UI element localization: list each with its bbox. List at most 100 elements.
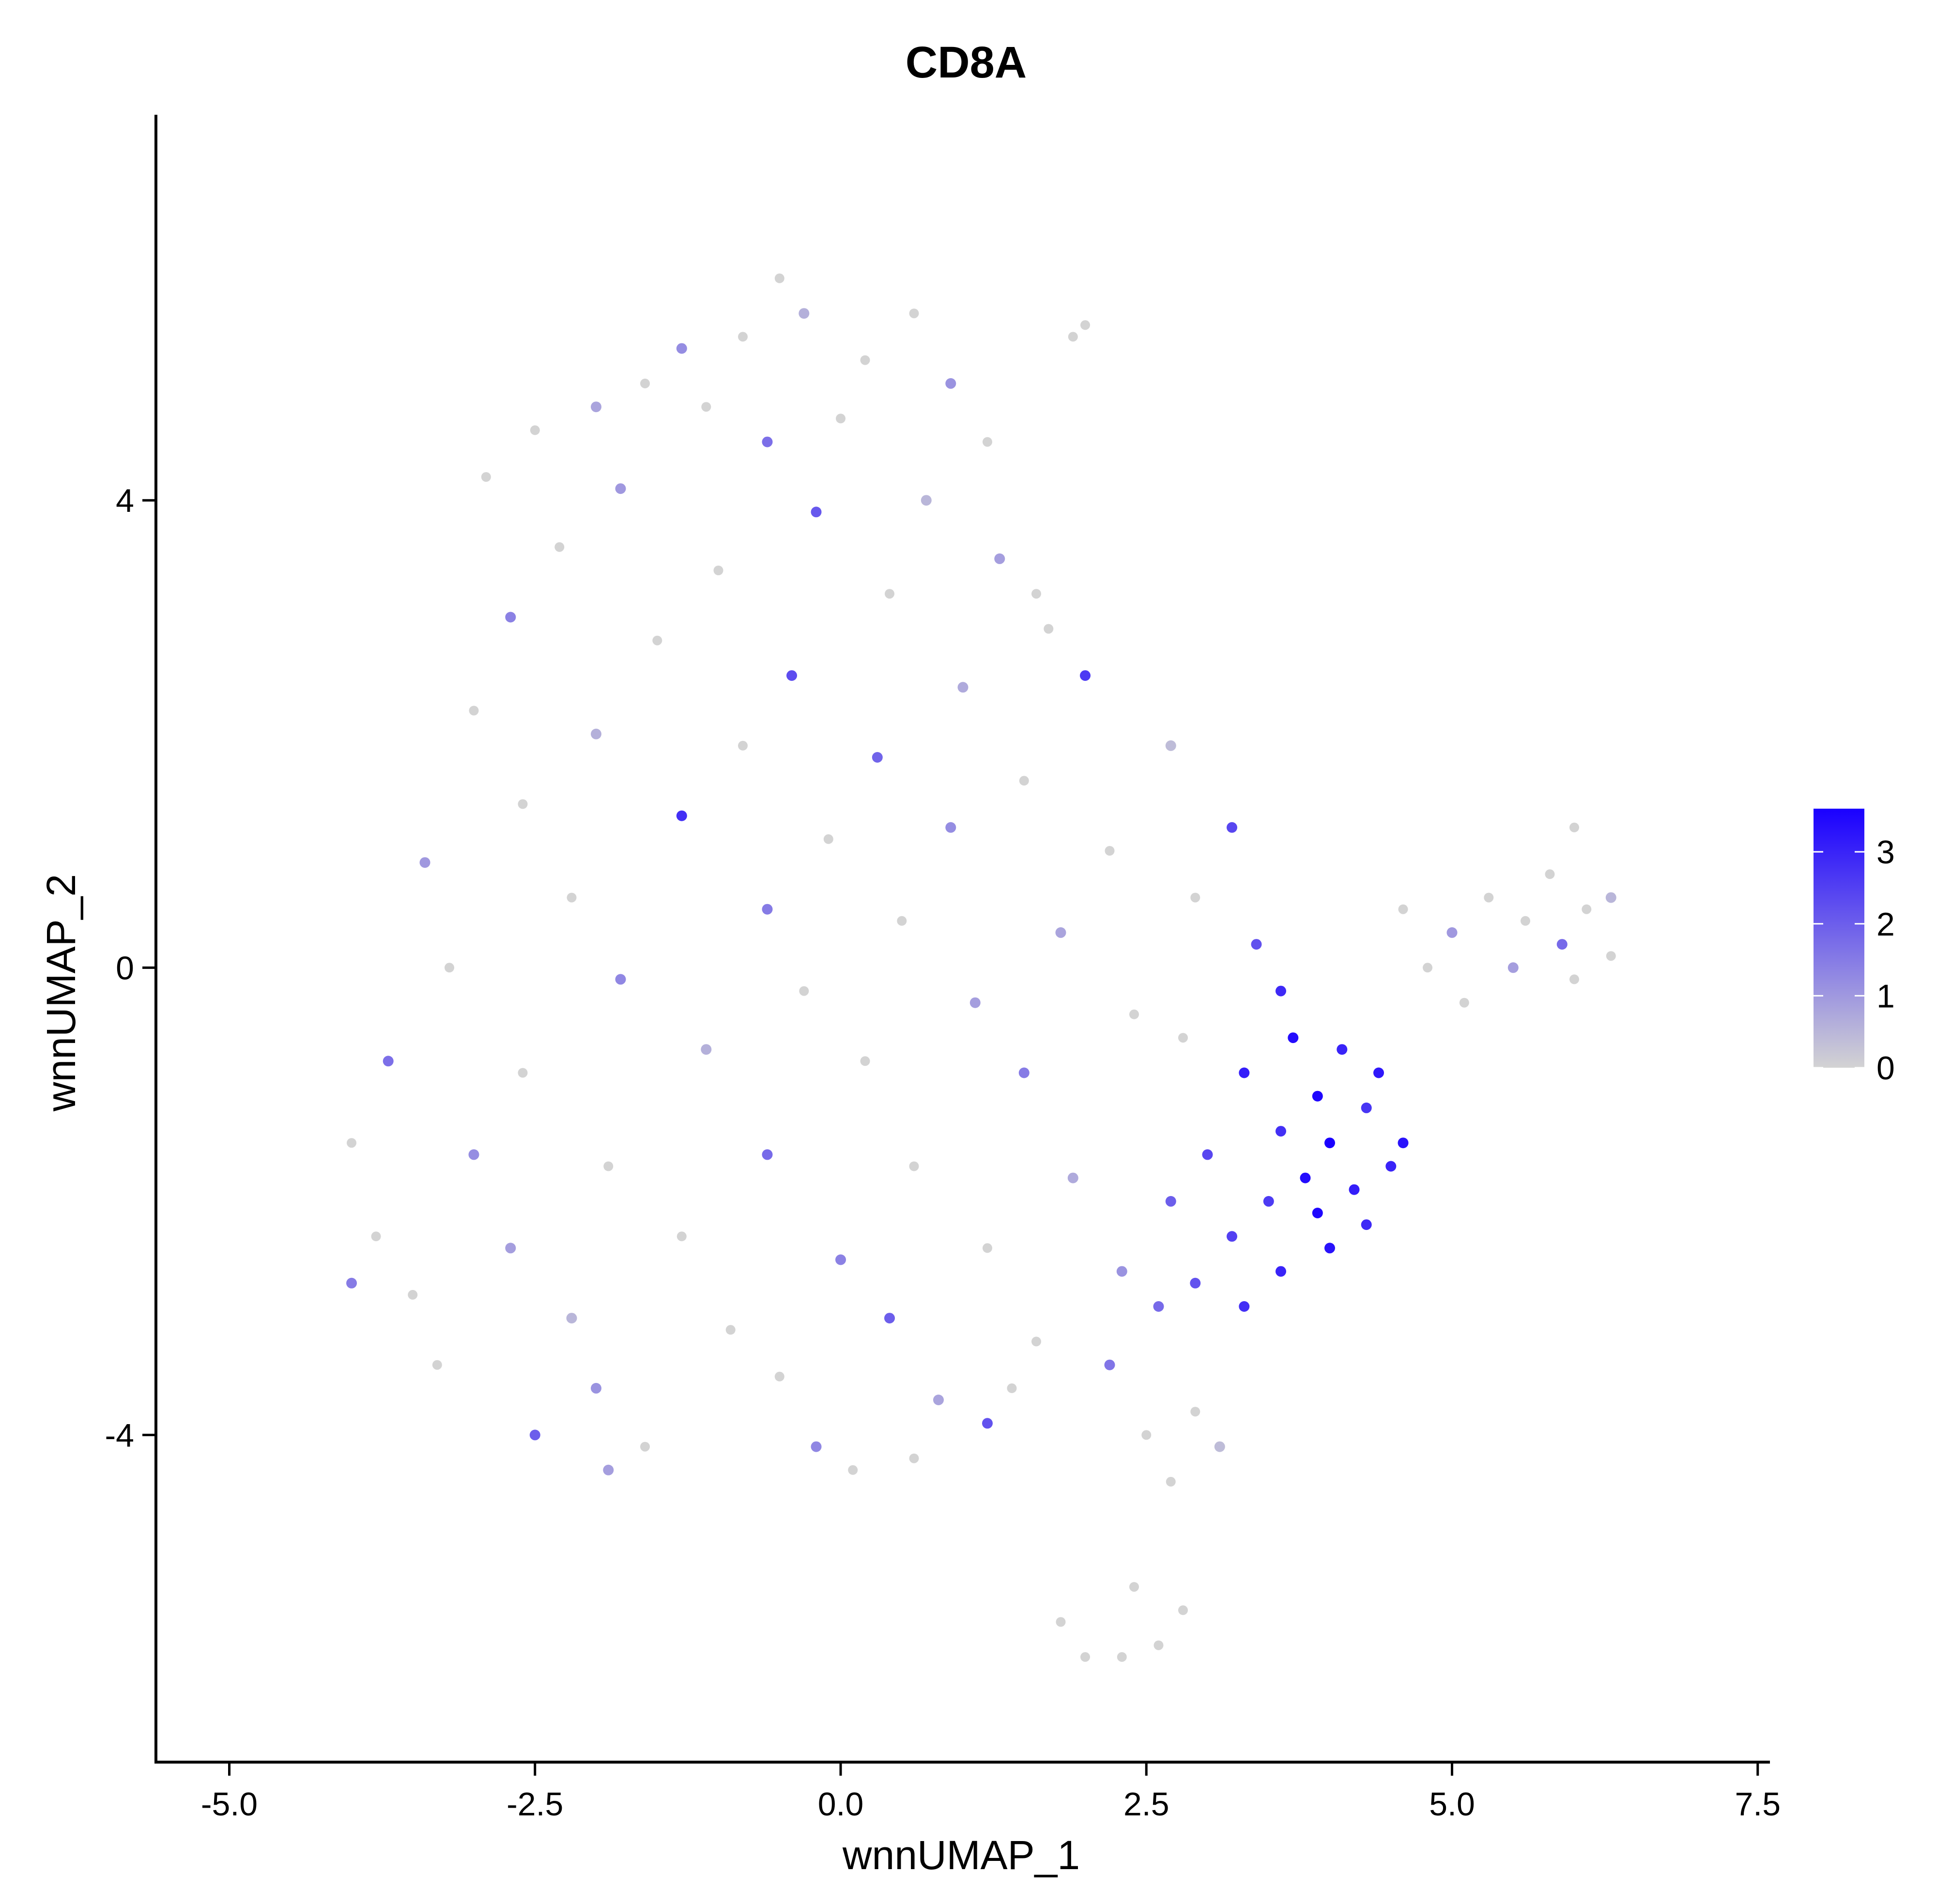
data-point: [957, 682, 968, 693]
chart-title: CD8A: [906, 38, 1027, 87]
data-point: [1166, 1476, 1176, 1487]
data-point: [1007, 1383, 1017, 1393]
data-point: [884, 1313, 895, 1324]
data-point: [1423, 963, 1432, 973]
color-legend-bar: [1814, 809, 1864, 1068]
data-point: [1165, 1196, 1176, 1207]
data-point: [1178, 1033, 1188, 1043]
data-point: [1324, 1243, 1335, 1254]
data-point: [529, 1429, 540, 1441]
data-point: [1385, 1161, 1397, 1172]
data-point: [676, 1231, 687, 1242]
data-point: [1446, 927, 1458, 938]
data-point: [945, 378, 956, 389]
data-point: [811, 507, 822, 518]
data-point: [505, 612, 516, 623]
data-point: [713, 566, 723, 575]
data-point: [1276, 1126, 1286, 1137]
data-point: [603, 1161, 614, 1171]
x-tick-label: -5.0: [201, 1786, 258, 1823]
data-point: [1080, 1652, 1090, 1662]
data-point: [676, 810, 687, 821]
data-point: [848, 1465, 858, 1475]
data-point: [1324, 1137, 1335, 1149]
x-tick-label: 0.0: [818, 1786, 864, 1823]
data-point: [640, 378, 650, 388]
data-point: [1361, 1219, 1372, 1230]
data-point: [774, 273, 784, 283]
data-point: [823, 834, 833, 844]
data-point: [554, 542, 565, 552]
data-point: [1373, 1067, 1384, 1078]
data-point: [591, 401, 601, 413]
data-point: [1300, 1172, 1311, 1183]
data-point: [1606, 951, 1616, 961]
data-point: [945, 822, 956, 833]
data-point: [371, 1231, 381, 1242]
data-point: [1239, 1067, 1250, 1078]
data-point: [933, 1395, 944, 1405]
data-point: [1153, 1301, 1164, 1312]
data-point: [1337, 1044, 1348, 1055]
data-point: [872, 752, 883, 763]
data-point: [725, 1325, 736, 1335]
data-point: [1165, 740, 1176, 751]
data-point: [1202, 1149, 1213, 1160]
data-point: [1484, 892, 1494, 903]
data-point: [469, 706, 479, 716]
x-axis-ticks: -5.0 -2.5 0.0 2.5 5.0 7.5: [201, 1762, 1781, 1823]
legend-tick-label: 2: [1876, 906, 1895, 943]
data-point: [738, 332, 748, 342]
data-point: [1129, 1582, 1139, 1592]
data-point: [591, 728, 601, 739]
data-point: [1214, 1441, 1225, 1452]
data-point: [591, 1382, 601, 1394]
data-point: [1178, 1605, 1188, 1615]
data-point: [983, 1243, 992, 1253]
data-point: [909, 1161, 919, 1171]
data-point: [860, 1056, 870, 1066]
legend-tick-label: 3: [1876, 834, 1895, 871]
x-tick-label: -2.5: [507, 1786, 563, 1823]
data-point: [885, 589, 894, 599]
data-point: [983, 437, 992, 447]
data-point: [1276, 1266, 1286, 1277]
data-point: [1116, 1266, 1127, 1277]
data-point: [1190, 892, 1200, 903]
data-point: [786, 670, 797, 681]
data-point: [1105, 846, 1115, 856]
data-point: [836, 414, 846, 424]
data-point: [505, 1243, 516, 1254]
data-point: [1153, 1640, 1164, 1650]
color-legend-ticks: 0 1 2 3: [1814, 834, 1895, 1087]
y-tick-label: 0: [116, 950, 134, 986]
data-point: [1018, 1067, 1030, 1078]
color-legend: 0 1 2 3: [1814, 809, 1895, 1087]
data-point: [1459, 998, 1469, 1008]
y-tick-label: 4: [116, 482, 134, 519]
data-point: [969, 997, 981, 1008]
data-point: [615, 974, 626, 985]
data-point: [1312, 1090, 1323, 1102]
data-point: [1067, 1172, 1078, 1183]
x-tick-label: 7.5: [1735, 1786, 1781, 1823]
data-point: [762, 436, 773, 447]
legend-tick-label: 1: [1876, 978, 1895, 1014]
y-axis-label: wnnUMAP_2: [38, 874, 84, 1112]
x-tick-label: 2.5: [1123, 1786, 1169, 1823]
data-point: [835, 1254, 846, 1265]
data-point: [1349, 1184, 1360, 1195]
y-tick-label: -4: [105, 1417, 134, 1454]
data-point: [1288, 1032, 1299, 1044]
data-point: [1031, 1336, 1041, 1347]
legend-tick-label: 0: [1876, 1050, 1895, 1087]
data-point: [408, 1290, 418, 1300]
data-point: [652, 635, 662, 645]
data-point: [1019, 776, 1029, 786]
data-point: [1141, 1430, 1152, 1440]
data-point: [1398, 904, 1408, 914]
data-point: [445, 963, 454, 973]
data-point: [1080, 320, 1090, 330]
data-point: [383, 1056, 394, 1067]
